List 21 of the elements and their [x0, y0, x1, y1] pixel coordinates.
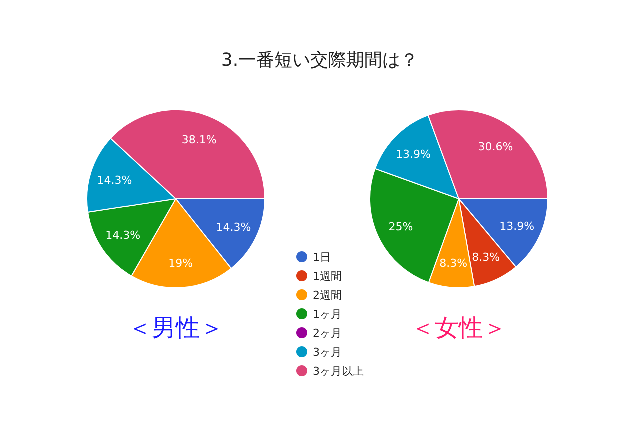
data-label: 19%	[168, 256, 194, 270]
legend-label: 3ヶ月以上	[313, 365, 364, 378]
data-label: 8.3%	[472, 251, 500, 264]
chart-title: 3.一番短い交際期間は？	[221, 50, 419, 71]
data-label: 25%	[388, 220, 414, 234]
data-label: 30.6%	[478, 140, 514, 154]
data-label: 14.3%	[216, 220, 252, 234]
legend-label: 2週間	[313, 289, 342, 302]
legend-label: 1週間	[313, 270, 342, 283]
slice-label: ＜男性＞	[128, 314, 224, 342]
data-label: 14.3%	[97, 174, 132, 188]
data-label: 14.3%	[106, 229, 141, 242]
data-label: 8.3%	[440, 256, 468, 270]
data-label: 38.1%	[182, 133, 217, 146]
legend-label: 1日	[313, 251, 331, 264]
legend-label: 2ヶ月	[313, 327, 342, 340]
data-label: 13.9%	[500, 220, 535, 234]
legend-label: 1ヶ月	[313, 308, 342, 321]
slice-label: ＜女性＞	[411, 314, 507, 342]
data-label: 13.9%	[396, 148, 432, 161]
legend-label: 3ヶ月	[313, 346, 342, 359]
